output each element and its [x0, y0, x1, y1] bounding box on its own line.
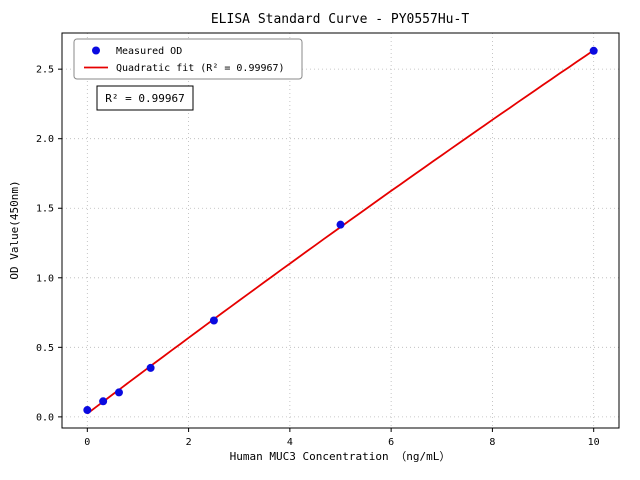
measured-od-point: [114, 388, 123, 397]
chart-title: ELISA Standard Curve - PY0557Hu-T: [211, 12, 469, 27]
svg-text:0: 0: [84, 437, 90, 448]
measured-od-point: [209, 316, 218, 325]
r-squared-annotation: R² = 0.99967: [96, 85, 194, 111]
axis-ticks: 0 2 4 6 8 10 0.0 0.5 1.0 1.5 2.0 2.5: [36, 65, 600, 448]
legend-label-quadratic-fit: Quadratic fit (R² = 0.99967): [116, 63, 285, 74]
svg-text:1.0: 1.0: [36, 273, 54, 284]
legend-label-measured-od: Measured OD: [116, 46, 182, 57]
r-squared-annotation-box: [96, 85, 194, 111]
svg-text:0.5: 0.5: [36, 343, 54, 354]
svg-text:6: 6: [388, 437, 394, 448]
measured-od-point: [83, 406, 92, 415]
plot-border: [61, 32, 620, 429]
svg-text:2.0: 2.0: [36, 134, 54, 145]
measured-od-point: [146, 363, 155, 372]
svg-text:4: 4: [287, 437, 293, 448]
svg-text:10: 10: [588, 437, 600, 448]
measured-od-marker-icon: [92, 46, 100, 55]
measured-od-point: [336, 220, 345, 229]
y-axis-label: OD Value(450nm): [8, 180, 21, 279]
measured-od-point: [99, 397, 108, 406]
legend: Measured OD Quadratic fit (R² = 0.99967): [73, 38, 303, 80]
data-series: [83, 46, 598, 415]
legend-box: [73, 38, 303, 80]
r-squared-annotation-text: R² = 0.99967: [105, 92, 184, 105]
measured-od-point: [589, 46, 598, 55]
svg-text:0.0: 0.0: [36, 412, 54, 423]
svg-text:1.5: 1.5: [36, 204, 54, 215]
x-axis-label: Human MUC3 Concentration （ng/mL）: [230, 450, 451, 463]
svg-text:8: 8: [489, 437, 495, 448]
svg-text:2: 2: [186, 437, 192, 448]
svg-text:2.5: 2.5: [36, 65, 54, 76]
